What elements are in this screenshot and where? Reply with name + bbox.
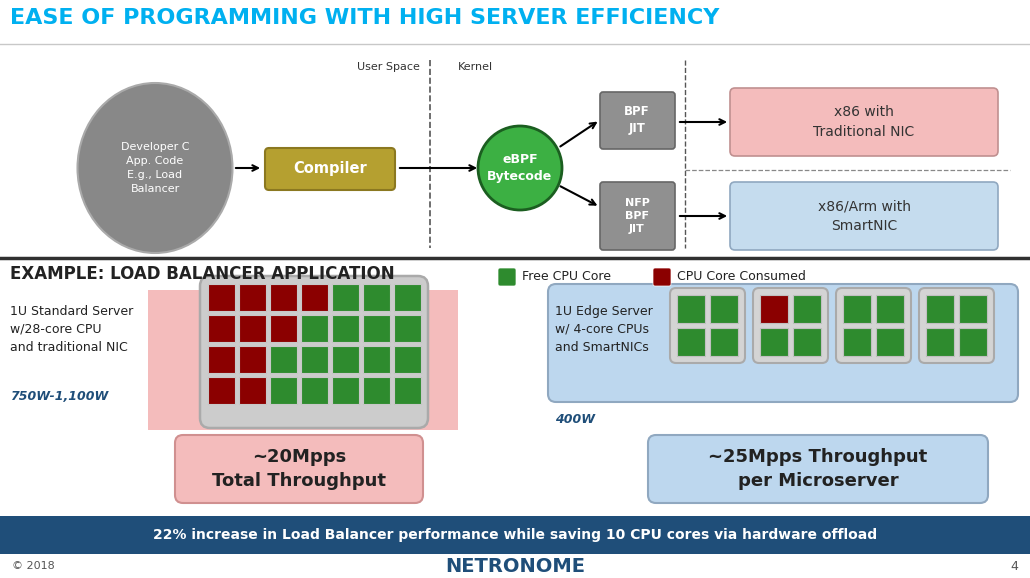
Bar — [270, 346, 297, 373]
Text: 1U Standard Server
w/28-core CPU
and traditional NIC: 1U Standard Server w/28-core CPU and tra… — [10, 305, 133, 354]
Bar — [301, 315, 328, 342]
Bar — [876, 328, 904, 356]
Bar — [332, 284, 359, 311]
Text: Free CPU Core: Free CPU Core — [522, 271, 611, 283]
Text: 22% increase in Load Balancer performance while saving 10 CPU cores via hardware: 22% increase in Load Balancer performanc… — [152, 528, 878, 542]
Bar — [332, 315, 359, 342]
FancyBboxPatch shape — [730, 182, 998, 250]
FancyBboxPatch shape — [548, 284, 1018, 402]
Bar — [239, 377, 266, 404]
Text: Compiler: Compiler — [294, 161, 367, 176]
Bar — [677, 328, 705, 356]
Text: ~20Mpps
Total Throughput: ~20Mpps Total Throughput — [212, 448, 386, 490]
Bar — [0, 554, 1030, 578]
FancyBboxPatch shape — [730, 88, 998, 156]
Bar — [760, 328, 788, 356]
Bar — [270, 315, 297, 342]
Bar — [363, 315, 390, 342]
Bar — [332, 377, 359, 404]
Bar — [363, 346, 390, 373]
Bar — [301, 284, 328, 311]
Bar — [876, 295, 904, 323]
Text: 750W-1,100W: 750W-1,100W — [10, 390, 108, 403]
Text: Kernel: Kernel — [457, 62, 492, 72]
FancyBboxPatch shape — [497, 268, 516, 286]
Text: x86 with
Traditional NIC: x86 with Traditional NIC — [814, 105, 915, 139]
FancyBboxPatch shape — [653, 268, 671, 286]
FancyBboxPatch shape — [836, 288, 911, 363]
Text: x86/Arm with
SmartNIC: x86/Arm with SmartNIC — [818, 199, 911, 233]
FancyBboxPatch shape — [648, 435, 988, 503]
Bar — [793, 328, 821, 356]
Bar — [394, 346, 421, 373]
Bar — [710, 295, 739, 323]
Bar — [301, 346, 328, 373]
Bar — [239, 284, 266, 311]
Bar — [394, 284, 421, 311]
Text: © 2018: © 2018 — [12, 561, 55, 571]
Bar — [760, 295, 788, 323]
FancyBboxPatch shape — [200, 276, 428, 428]
Text: Developer C
App. Code
E.g., Load
Balancer: Developer C App. Code E.g., Load Balance… — [121, 142, 190, 194]
Text: NFP
BPF
JIT: NFP BPF JIT — [624, 198, 650, 234]
Text: 400W: 400W — [555, 413, 595, 426]
Text: User Space: User Space — [356, 62, 419, 72]
Bar — [208, 284, 235, 311]
Bar — [148, 290, 458, 430]
Bar — [270, 377, 297, 404]
Ellipse shape — [77, 83, 233, 253]
Bar — [0, 516, 1030, 554]
Text: ~25Mpps Throughput
per Microserver: ~25Mpps Throughput per Microserver — [709, 448, 928, 490]
Text: CPU Core Consumed: CPU Core Consumed — [677, 271, 805, 283]
Bar — [363, 377, 390, 404]
Bar — [843, 295, 871, 323]
Bar — [793, 295, 821, 323]
FancyBboxPatch shape — [175, 435, 423, 503]
Bar — [394, 377, 421, 404]
Text: EXAMPLE: LOAD BALANCER APPLICATION: EXAMPLE: LOAD BALANCER APPLICATION — [10, 265, 394, 283]
Bar — [710, 328, 739, 356]
Bar — [270, 284, 297, 311]
FancyBboxPatch shape — [600, 92, 675, 149]
Bar — [959, 295, 987, 323]
Bar — [332, 346, 359, 373]
Bar — [677, 295, 705, 323]
Bar — [208, 315, 235, 342]
Bar — [926, 295, 954, 323]
FancyBboxPatch shape — [670, 288, 745, 363]
Text: BPF
JIT: BPF JIT — [624, 105, 650, 135]
Bar — [843, 328, 871, 356]
Bar — [926, 328, 954, 356]
FancyBboxPatch shape — [600, 182, 675, 250]
FancyBboxPatch shape — [265, 148, 394, 190]
FancyBboxPatch shape — [919, 288, 994, 363]
Bar — [959, 328, 987, 356]
Bar — [239, 315, 266, 342]
Bar — [301, 377, 328, 404]
Bar — [394, 315, 421, 342]
Bar — [239, 346, 266, 373]
Text: NETRONOME: NETRONOME — [445, 557, 585, 576]
Bar — [363, 284, 390, 311]
Text: 4: 4 — [1010, 560, 1018, 572]
Text: eBPF
Bytecode: eBPF Bytecode — [487, 153, 553, 183]
Text: EASE OF PROGRAMMING WITH HIGH SERVER EFFICIENCY: EASE OF PROGRAMMING WITH HIGH SERVER EFF… — [10, 8, 719, 28]
Text: 1U Edge Server
w/ 4-core CPUs
and SmartNICs: 1U Edge Server w/ 4-core CPUs and SmartN… — [555, 305, 653, 354]
FancyBboxPatch shape — [753, 288, 828, 363]
Circle shape — [478, 126, 562, 210]
Bar — [208, 377, 235, 404]
Bar — [208, 346, 235, 373]
